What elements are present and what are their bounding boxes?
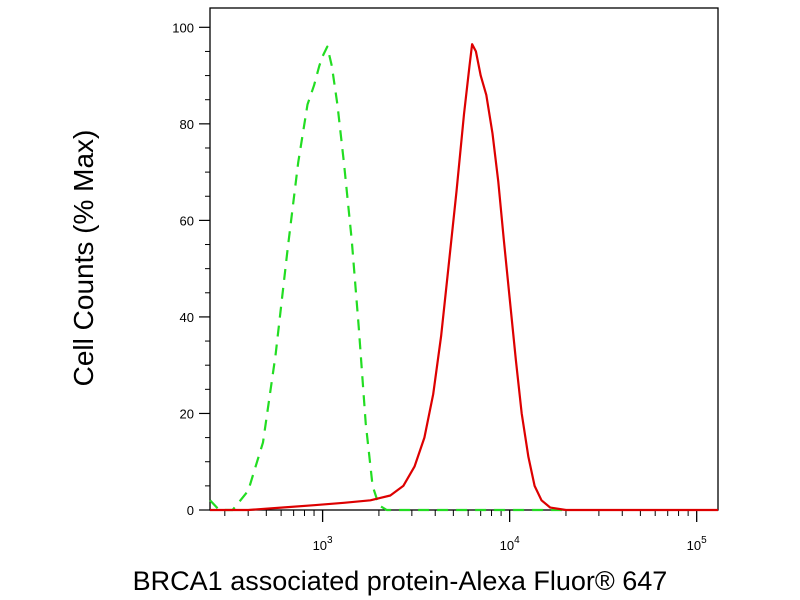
- y-tick-label: 60: [180, 213, 194, 228]
- y-axis-title: Cell Counts (% Max): [68, 130, 99, 387]
- histogram-series-line-2: [210, 43, 718, 512]
- series-layer: [209, 43, 718, 512]
- x-tick-label: 105: [687, 535, 707, 553]
- y-tick-label: 100: [172, 20, 194, 35]
- x-tick-label: 104: [500, 535, 520, 553]
- y-tick-label: 20: [180, 406, 194, 421]
- y-tick-label: 0: [187, 503, 194, 518]
- x-tick-label: 103: [313, 535, 333, 553]
- histogram-series-line-1: [209, 45, 566, 512]
- y-axis: 0 20 40 60 80 100: [172, 20, 210, 518]
- y-tick-label: 80: [180, 117, 194, 132]
- x-axis: 103 104 105: [224, 510, 707, 553]
- y-tick-label: 40: [180, 310, 194, 325]
- x-axis-title: BRCA1 associated protein-Alexa Fluor® 64…: [133, 566, 668, 596]
